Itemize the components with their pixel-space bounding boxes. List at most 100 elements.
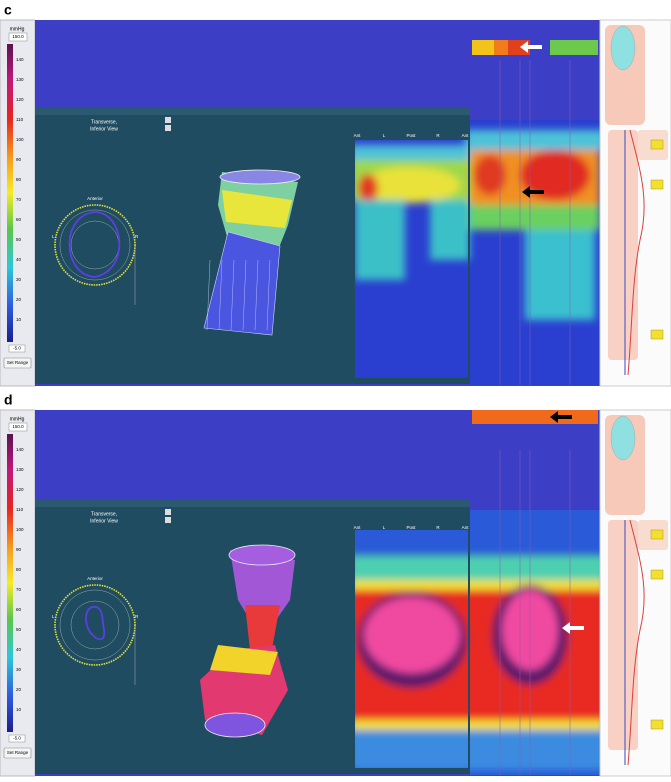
set-range-label: Set Range xyxy=(7,360,29,365)
heat-region xyxy=(470,205,600,230)
side-label: R xyxy=(135,234,139,239)
heat-blur xyxy=(355,555,468,768)
colorbar-tick: 20 xyxy=(16,297,22,302)
heatmap xyxy=(355,140,468,280)
colorbar-tick: 40 xyxy=(16,257,22,262)
profile-tag xyxy=(650,329,664,340)
heat-region xyxy=(358,174,378,202)
annotation-arrow xyxy=(550,411,572,423)
colorbar-tick: 30 xyxy=(16,667,22,672)
profile-tag xyxy=(650,529,664,540)
colorbar-tick: 120 xyxy=(16,97,24,102)
inner-ring xyxy=(70,600,120,650)
view-title: Inferior View xyxy=(90,518,118,524)
view-button[interactable] xyxy=(165,125,171,131)
event-bar-segment xyxy=(472,40,494,55)
heatmap xyxy=(470,555,600,770)
heatmap xyxy=(355,555,468,768)
shape-lower xyxy=(203,231,281,336)
colorbar-tick: 130 xyxy=(16,467,24,472)
shape-band xyxy=(210,645,278,675)
colorbar-tick: 40 xyxy=(16,647,22,652)
panel-label: c xyxy=(4,2,12,18)
heat-region xyxy=(355,200,405,280)
colorbar-tick: 80 xyxy=(16,177,22,182)
view-title: Transverse, xyxy=(91,511,117,517)
lumen-outline xyxy=(85,606,106,641)
profile-tag xyxy=(650,139,664,150)
colorbar-tick: 20 xyxy=(16,687,22,692)
heat-region xyxy=(355,145,468,160)
heat-region xyxy=(520,150,590,200)
shape-cap xyxy=(228,544,296,566)
topo-axis-label: Ant xyxy=(354,133,362,138)
mesh xyxy=(254,259,259,331)
topo-axis-label: L xyxy=(383,525,386,530)
heatmap xyxy=(470,130,600,320)
event-bar-segment xyxy=(494,40,508,55)
event-bar-segment xyxy=(550,40,598,55)
colorbar-tick: 100 xyxy=(16,137,24,142)
colorbar-tick: 130 xyxy=(16,77,24,82)
view-title: Transverse, xyxy=(91,119,117,125)
colorbar-tick: 110 xyxy=(16,507,24,512)
profile-tag xyxy=(650,179,664,190)
heat-region xyxy=(430,200,468,260)
heat-blur xyxy=(355,140,468,280)
heat-region xyxy=(355,730,468,768)
side-label: L xyxy=(52,234,55,239)
colorbar-tick: 100 xyxy=(16,527,24,532)
side-label: L xyxy=(52,614,55,619)
lumen-outline xyxy=(68,211,121,278)
topo-axis-label: R xyxy=(436,525,440,530)
topo-axis-label: Ant xyxy=(462,133,470,138)
colorbar-tick: 140 xyxy=(16,57,24,62)
colorbar-unit: mmHg xyxy=(10,26,25,32)
shape-top xyxy=(230,550,295,640)
heat-region xyxy=(470,730,600,770)
colorbar-top-box xyxy=(8,32,28,42)
colorbar-top: 150.0 xyxy=(12,424,24,429)
colorbar-tick: 70 xyxy=(16,587,22,592)
orientation-label: Anterior xyxy=(87,196,103,201)
view-button[interactable] xyxy=(165,509,171,515)
colorbar-tick: 10 xyxy=(16,707,22,712)
colorbar-bottom: -5.0 xyxy=(13,346,21,351)
colorbar-tick: 80 xyxy=(16,567,22,572)
colorbar-tick: 50 xyxy=(16,237,22,242)
set-range-button[interactable] xyxy=(3,357,32,369)
colorbar-unit: mmHg xyxy=(10,416,25,422)
window-titlebar xyxy=(35,108,470,115)
colorbar-tick: 10 xyxy=(16,317,22,322)
sphincter-icon xyxy=(610,25,636,71)
profile-region xyxy=(608,520,638,750)
colorbar-column xyxy=(0,19,36,387)
colorbar-bottom-box xyxy=(8,734,26,743)
colorbar-top: 150.0 xyxy=(12,34,24,39)
mesh xyxy=(242,259,247,331)
pressure-curve xyxy=(627,519,645,766)
mesh xyxy=(206,259,211,331)
shape-band xyxy=(222,190,292,228)
mesh xyxy=(218,259,223,331)
colorbar-column xyxy=(0,409,36,777)
topo-axis-label: Post xyxy=(406,525,416,530)
window-titlebar xyxy=(35,500,470,507)
colorbar-tick: 50 xyxy=(16,627,22,632)
view-button[interactable] xyxy=(165,517,171,523)
topo-axis-label: Ant xyxy=(354,525,362,530)
set-range-button[interactable] xyxy=(3,747,32,759)
heat-region xyxy=(360,167,460,203)
panel: d mmHg 150.0 140 130 120 110 100 90 80 70 60 50 40 30 2… xyxy=(0,392,671,777)
colorbar-tick: 60 xyxy=(16,607,22,612)
side-label: R xyxy=(135,614,139,619)
heat-region xyxy=(474,155,506,195)
shape-base xyxy=(204,712,266,738)
colorbar-tick: 30 xyxy=(16,277,22,282)
heat-region xyxy=(465,140,468,150)
annotation-arrow xyxy=(562,622,584,634)
view-button[interactable] xyxy=(165,117,171,123)
colorbar-tick: 140 xyxy=(16,447,24,452)
